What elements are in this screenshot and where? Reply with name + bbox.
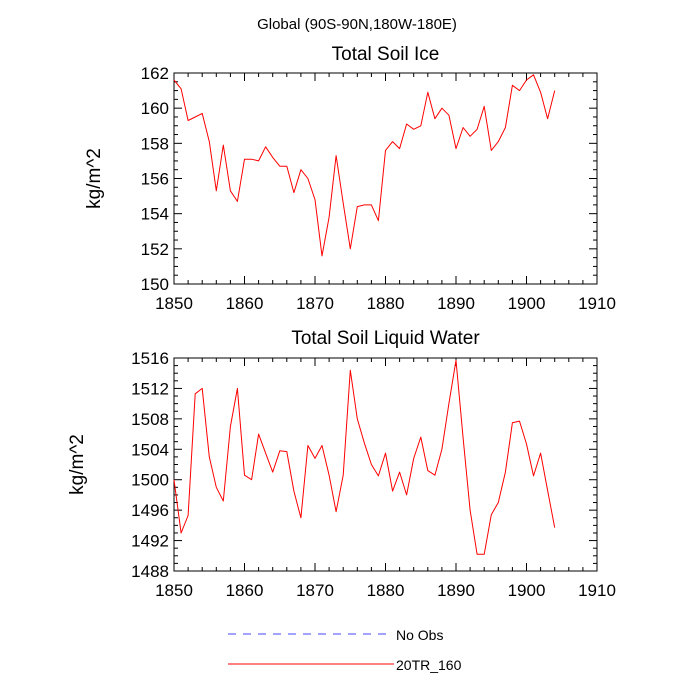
y-axis-label: kg/m^2: [67, 434, 88, 495]
y-tick-label: 1504: [131, 440, 169, 459]
x-tick-label: 1900: [508, 294, 546, 313]
y-tick-label: 154: [141, 205, 169, 224]
legend-label-no-obs: No Obs: [396, 627, 443, 643]
y-tick-label: 156: [141, 170, 169, 189]
y-tick-label: 158: [141, 134, 169, 153]
y-tick-label: 1488: [131, 562, 169, 581]
y-tick-label: 150: [141, 275, 169, 294]
x-tick-label: 1890: [437, 581, 475, 600]
y-axis-label: kg/m^2: [84, 148, 105, 209]
chart-title: Total Soil Ice: [332, 44, 440, 65]
x-tick-label: 1910: [578, 581, 616, 600]
series-line-20tr-160: [173, 359, 556, 555]
legend-label-20tr-160: 20TR_160: [396, 657, 462, 673]
y-tick-label: 1508: [131, 410, 169, 429]
panel-total-soil-ice: Total Soil Ice kg/m^2 1850 1860 1870 1880 1890…: [84, 44, 616, 313]
x-tick-label: 1900: [508, 581, 546, 600]
x-tick-label: 1910: [578, 294, 616, 313]
y-tick-label: 1516: [131, 349, 169, 368]
y-tick-label: 162: [141, 64, 169, 83]
x-tick-label: 1890: [437, 294, 475, 313]
y-tick-label: 1500: [131, 471, 169, 490]
x-tick-label: 1880: [367, 581, 405, 600]
series-line-20tr-160: [173, 74, 556, 257]
chart-title: Total Soil Liquid Water: [291, 328, 480, 349]
x-tick-label: 1860: [226, 581, 264, 600]
y-tick-label: 1512: [131, 379, 169, 398]
y-tick-label: 1492: [131, 532, 169, 551]
y-tick-label: 152: [141, 240, 169, 259]
x-tick-label: 1850: [155, 294, 193, 313]
x-tick-label: 1880: [367, 294, 405, 313]
x-tick-label: 1870: [296, 294, 334, 313]
x-tick-label: 1850: [155, 581, 193, 600]
panel-total-soil-liquid-water: Total Soil Liquid Water kg/m^2 1850 1860 187…: [67, 328, 616, 600]
legend: No Obs 20TR_160: [228, 627, 462, 673]
x-tick-label: 1870: [296, 581, 334, 600]
x-tick-label: 1860: [226, 294, 264, 313]
y-tick-label: 1496: [131, 501, 169, 520]
plot-frame: [173, 72, 598, 285]
y-tick-label: 160: [141, 99, 169, 118]
figure-title: Global (90S-90N,180W-180E): [257, 16, 457, 33]
